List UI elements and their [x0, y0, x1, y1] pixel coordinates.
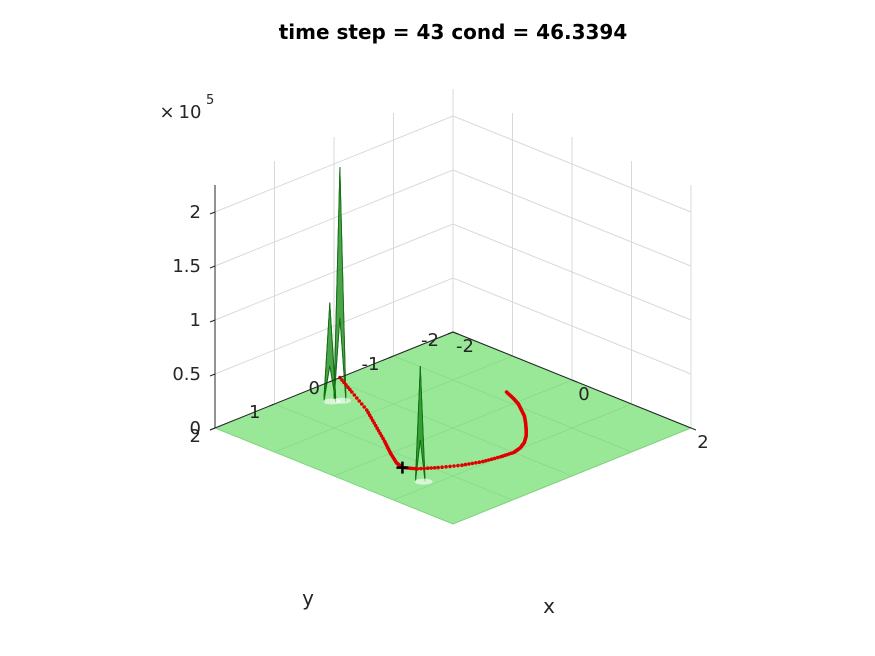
peak-spike-1 [323, 302, 331, 403]
x-tick-mark [690, 427, 697, 431]
trajectory-point [436, 465, 440, 470]
trajectory-point [492, 456, 497, 461]
trajectory-point [355, 396, 359, 400]
y-axis-label: y [302, 586, 314, 610]
trajectory-point [460, 463, 464, 468]
trajectory-point [418, 466, 423, 471]
surface-floor [213, 331, 693, 525]
trajectory-point [470, 461, 475, 466]
trajectory-point [489, 457, 494, 462]
trajectory-point [504, 390, 509, 394]
trajectory-point [352, 393, 357, 397]
peak-spike-2 [415, 366, 421, 482]
x-tick-mark [452, 331, 459, 335]
y-tick-label: 2 [190, 426, 201, 447]
z-tick-label: 0.5 [172, 364, 201, 385]
z-tick-mark [209, 211, 216, 215]
peak-highlight [322, 398, 341, 405]
trajectory-point [425, 466, 430, 471]
z-tick-label: 1.5 [172, 256, 201, 277]
trajectory-point [422, 466, 427, 471]
x-axis-label: x [543, 594, 555, 618]
trajectory-point [486, 458, 491, 462]
z-multiplier-base: 10 [179, 102, 202, 123]
trajectory-point [350, 390, 354, 394]
trajectory-point [456, 463, 460, 468]
trajectory-point [495, 455, 500, 460]
x-tick-label: 2 [697, 432, 708, 453]
trajectory-point [344, 383, 348, 387]
x-tick-label: 0 [578, 384, 589, 405]
z-tick-mark [209, 265, 216, 269]
y-tick-mark [447, 331, 454, 335]
y-tick-label: 0 [309, 378, 320, 399]
trajectory-point [440, 465, 444, 470]
y-tick-mark [388, 355, 394, 359]
z-multiplier-exponent: 5 [206, 93, 214, 108]
y-tick-label: 1 [249, 402, 260, 423]
trajectory-point [346, 385, 350, 390]
trajectory-point [342, 380, 346, 385]
peak-spike-0 [333, 166, 347, 402]
trajectory-point [432, 466, 437, 470]
trajectory-point [477, 460, 482, 465]
y-tick-mark [328, 379, 335, 383]
trajectory-point [463, 462, 468, 467]
z-multiplier: × 10 5 [159, 93, 214, 123]
trajectory-point [357, 399, 362, 403]
trajectory-point [467, 462, 471, 466]
peak-spike-0 [333, 166, 341, 402]
peak-highlight [414, 478, 433, 485]
trajectory-point [448, 464, 452, 469]
trajectory-point [483, 459, 488, 463]
trajectory-point [415, 467, 420, 471]
trajectory-point [359, 402, 364, 406]
trajectory-point [452, 464, 456, 468]
floor-gridline [333, 379, 573, 477]
trajectory-point [480, 459, 485, 464]
z-tick-mark [209, 373, 216, 377]
y-tick-mark [269, 403, 275, 407]
z-tick-label: 1 [190, 310, 201, 331]
z-tick-label: 0 [190, 418, 201, 439]
trajectory-point [348, 387, 352, 392]
trajectory [338, 375, 528, 474]
y-tick-label: -1 [362, 354, 380, 375]
trajectory-point [362, 405, 367, 409]
surface-peaks [322, 166, 433, 485]
x-tick-label: -2 [456, 336, 474, 357]
z-tick-label: 2 [190, 202, 201, 223]
trajectory-point [444, 465, 448, 469]
z-multiplier-prefix: × [159, 102, 174, 123]
trajectory-point [340, 378, 344, 382]
chart-title: time step = 43 cond = 46.3394 [279, 20, 628, 44]
x-tick-mark [571, 379, 578, 383]
floor-gridline [274, 403, 513, 501]
y-tick-label: -2 [421, 330, 439, 351]
y-tick-mark [209, 427, 216, 431]
trajectory-point [429, 466, 433, 470]
z-tick-mark [209, 319, 216, 323]
trajectory-point [474, 461, 478, 465]
